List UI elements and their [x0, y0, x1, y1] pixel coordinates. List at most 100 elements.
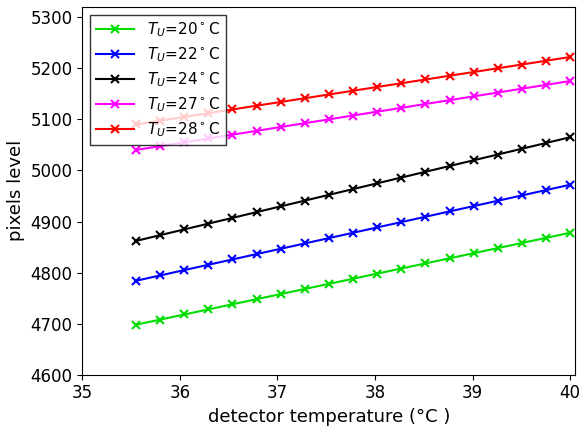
- $T_U$=22$^\circ$C: [132, 278, 139, 283]
- $T_U$=24$^\circ$C: [156, 233, 163, 238]
- Line: $T_U$=20$^\circ$C: $T_U$=20$^\circ$C: [132, 229, 574, 329]
- $T_U$=22$^\circ$C: [350, 230, 357, 236]
- $T_U$=22$^\circ$C: [229, 257, 236, 262]
- Line: $T_U$=28$^\circ$C: $T_U$=28$^\circ$C: [132, 53, 574, 129]
- $T_U$=28$^\circ$C: [156, 118, 163, 123]
- $T_U$=20$^\circ$C: [205, 307, 212, 312]
- $T_U$=24$^\circ$C: [422, 169, 429, 174]
- $T_U$=24$^\circ$C: [374, 181, 381, 186]
- $T_U$=24$^\circ$C: [205, 221, 212, 226]
- $T_U$=27$^\circ$C: [446, 97, 453, 103]
- $T_U$=27$^\circ$C: [470, 94, 477, 99]
- $T_U$=24$^\circ$C: [325, 192, 332, 197]
- $T_U$=27$^\circ$C: [398, 105, 405, 110]
- $T_U$=20$^\circ$C: [156, 317, 163, 322]
- $T_U$=20$^\circ$C: [519, 240, 526, 246]
- $T_U$=22$^\circ$C: [470, 204, 477, 209]
- $T_U$=24$^\circ$C: [519, 146, 526, 152]
- $T_U$=27$^\circ$C: [277, 124, 284, 129]
- $T_U$=22$^\circ$C: [205, 262, 212, 267]
- $T_U$=28$^\circ$C: [301, 96, 308, 101]
- $T_U$=20$^\circ$C: [398, 266, 405, 271]
- $T_U$=24$^\circ$C: [495, 152, 502, 157]
- $T_U$=22$^\circ$C: [253, 252, 260, 257]
- $T_U$=27$^\circ$C: [543, 82, 550, 87]
- $T_U$=28$^\circ$C: [229, 107, 236, 112]
- $T_U$=20$^\circ$C: [301, 286, 308, 291]
- $T_U$=27$^\circ$C: [519, 86, 526, 91]
- $T_U$=24$^\circ$C: [543, 140, 550, 145]
- $T_U$=27$^\circ$C: [495, 90, 502, 95]
- $T_U$=28$^\circ$C: [350, 88, 357, 94]
- Line: $T_U$=24$^\circ$C: $T_U$=24$^\circ$C: [132, 133, 574, 245]
- $T_U$=28$^\circ$C: [132, 122, 139, 127]
- $T_U$=20$^\circ$C: [350, 276, 357, 281]
- $T_U$=28$^\circ$C: [181, 114, 188, 120]
- X-axis label: detector temperature (°C ): detector temperature (°C ): [208, 408, 450, 426]
- $T_U$=20$^\circ$C: [446, 256, 453, 261]
- $T_U$=24$^\circ$C: [398, 175, 405, 180]
- $T_U$=28$^\circ$C: [325, 92, 332, 97]
- $T_U$=22$^\circ$C: [495, 198, 502, 204]
- $T_U$=22$^\circ$C: [519, 193, 526, 198]
- $T_U$=24$^\circ$C: [446, 163, 453, 168]
- $T_U$=22$^\circ$C: [325, 236, 332, 241]
- $T_U$=24$^\circ$C: [229, 215, 236, 220]
- $T_U$=27$^\circ$C: [350, 113, 357, 118]
- $T_U$=28$^\circ$C: [446, 73, 453, 78]
- $T_U$=22$^\circ$C: [446, 209, 453, 214]
- $T_U$=24$^\circ$C: [277, 204, 284, 209]
- $T_U$=24$^\circ$C: [567, 135, 574, 140]
- $T_U$=20$^\circ$C: [374, 271, 381, 276]
- $T_U$=27$^\circ$C: [229, 132, 236, 137]
- $T_U$=24$^\circ$C: [350, 187, 357, 192]
- $T_U$=28$^\circ$C: [374, 84, 381, 90]
- $T_U$=20$^\circ$C: [253, 297, 260, 302]
- $T_U$=27$^\circ$C: [253, 128, 260, 133]
- $T_U$=22$^\circ$C: [181, 268, 188, 273]
- Y-axis label: pixels level: pixels level: [7, 140, 25, 242]
- $T_U$=27$^\circ$C: [181, 140, 188, 145]
- $T_U$=27$^\circ$C: [156, 144, 163, 149]
- Line: $T_U$=22$^\circ$C: $T_U$=22$^\circ$C: [132, 181, 574, 285]
- $T_U$=22$^\circ$C: [374, 225, 381, 230]
- $T_U$=20$^\circ$C: [470, 251, 477, 256]
- Line: $T_U$=27$^\circ$C: $T_U$=27$^\circ$C: [132, 77, 574, 154]
- $T_U$=28$^\circ$C: [495, 66, 502, 71]
- $T_U$=20$^\circ$C: [277, 291, 284, 297]
- $T_U$=20$^\circ$C: [543, 235, 550, 240]
- $T_U$=24$^\circ$C: [181, 227, 188, 232]
- $T_U$=24$^\circ$C: [470, 158, 477, 163]
- $T_U$=22$^\circ$C: [567, 182, 574, 187]
- $T_U$=22$^\circ$C: [277, 246, 284, 252]
- $T_U$=28$^\circ$C: [205, 110, 212, 116]
- $T_U$=28$^\circ$C: [277, 99, 284, 104]
- $T_U$=22$^\circ$C: [301, 241, 308, 246]
- $T_U$=24$^\circ$C: [301, 198, 308, 203]
- $T_U$=20$^\circ$C: [567, 230, 574, 236]
- $T_U$=28$^\circ$C: [470, 69, 477, 74]
- $T_U$=28$^\circ$C: [519, 62, 526, 67]
- $T_U$=24$^\circ$C: [253, 210, 260, 215]
- $T_U$=24$^\circ$C: [132, 238, 139, 243]
- $T_U$=28$^\circ$C: [543, 58, 550, 63]
- $T_U$=27$^\circ$C: [374, 109, 381, 114]
- $T_U$=20$^\circ$C: [229, 302, 236, 307]
- $T_U$=20$^\circ$C: [422, 261, 429, 266]
- $T_U$=27$^\circ$C: [205, 136, 212, 141]
- $T_U$=20$^\circ$C: [325, 281, 332, 287]
- $T_U$=22$^\circ$C: [422, 214, 429, 220]
- $T_U$=22$^\circ$C: [543, 187, 550, 193]
- $T_U$=27$^\circ$C: [325, 117, 332, 122]
- $T_U$=22$^\circ$C: [398, 220, 405, 225]
- $T_U$=28$^\circ$C: [422, 77, 429, 82]
- $T_U$=20$^\circ$C: [181, 312, 188, 317]
- $T_U$=20$^\circ$C: [495, 246, 502, 251]
- Legend: $T_U$=20$^\circ$C, $T_U$=22$^\circ$C, $T_U$=24$^\circ$C, $T_U$=27$^\circ$C, $T_U: $T_U$=20$^\circ$C, $T_U$=22$^\circ$C, $T…: [90, 15, 226, 145]
- $T_U$=22$^\circ$C: [156, 273, 163, 278]
- $T_U$=28$^\circ$C: [253, 103, 260, 108]
- $T_U$=27$^\circ$C: [567, 78, 574, 84]
- $T_U$=27$^\circ$C: [301, 120, 308, 126]
- $T_U$=27$^\circ$C: [132, 147, 139, 152]
- $T_U$=20$^\circ$C: [132, 322, 139, 327]
